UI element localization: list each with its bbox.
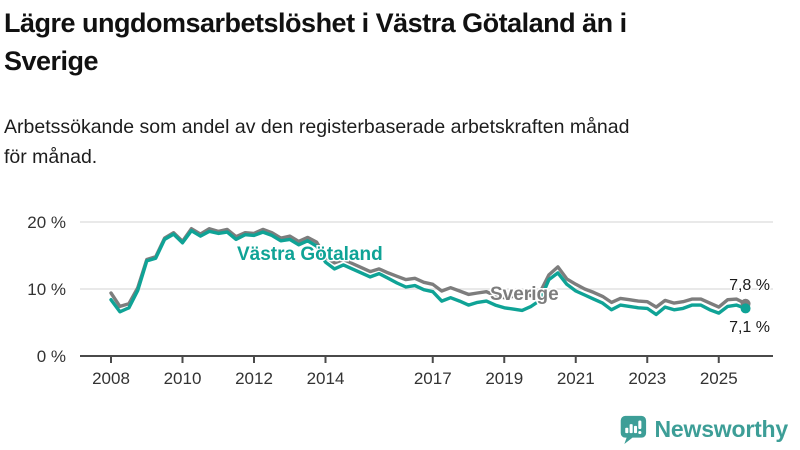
x-axis-tick-label: 2025 bbox=[700, 369, 738, 388]
chart-title-line-2: Sverige bbox=[4, 46, 99, 76]
x-axis-tick-label: 2019 bbox=[485, 369, 523, 388]
chart-title-line-1: Lägre ungdomsarbetslöshet i Västra Götal… bbox=[4, 8, 627, 38]
axis-ticks-and-labels: 2008 2010 2012 2014 2017 2019 2021 2023 2025 bbox=[92, 356, 738, 388]
vastra-gotaland-end-dot bbox=[740, 303, 751, 314]
vastra-gotaland-line bbox=[109, 228, 748, 317]
x-axis-tick-label: 2008 bbox=[92, 369, 130, 388]
y-axis-tick-label: 0 % bbox=[37, 347, 66, 366]
end-value-label-vastra-gotaland: 7,1 % bbox=[729, 319, 770, 336]
series-label-sverige: Sverige bbox=[490, 284, 559, 305]
newsworthy-logo-icon bbox=[620, 415, 646, 444]
series-label-vastra-gotaland: Västra Götaland bbox=[237, 244, 383, 265]
y-axis-tick-label: 20 % bbox=[27, 213, 66, 232]
newsworthy-logo: Newsworthy bbox=[618, 414, 788, 445]
x-axis-tick-label: 2014 bbox=[307, 369, 345, 388]
chart-subtitle-line-2: för månad. bbox=[4, 146, 98, 168]
x-axis-tick-label: 2021 bbox=[557, 369, 595, 388]
x-axis-tick-label: 2017 bbox=[414, 369, 452, 388]
y-axis-tick-label: 10 % bbox=[27, 280, 66, 299]
newsworthy-logo-text: Newsworthy bbox=[654, 416, 789, 442]
x-axis-tick-label: 2023 bbox=[628, 369, 666, 388]
chart-subtitle-line-1: Arbetssökande som andel av den registerb… bbox=[4, 116, 630, 138]
sverige-line bbox=[109, 226, 748, 309]
chart-subtitle: Arbetssökande som andel av den registerb… bbox=[4, 112, 629, 172]
chart-title: Lägre ungdomsarbetslöshet i Västra Götal… bbox=[4, 4, 627, 80]
x-axis-tick-label: 2012 bbox=[235, 369, 273, 388]
x-axis-tick-label: 2010 bbox=[164, 369, 202, 388]
end-value-label-sverige: 7,8 % bbox=[729, 277, 770, 294]
